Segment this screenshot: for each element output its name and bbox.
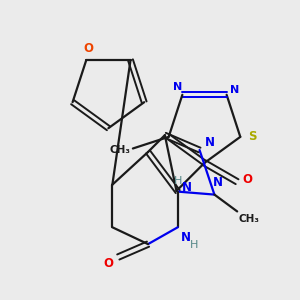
Text: H: H xyxy=(174,176,183,186)
Text: O: O xyxy=(83,42,93,55)
Text: N: N xyxy=(182,182,191,194)
Text: O: O xyxy=(103,257,113,270)
Text: N: N xyxy=(230,85,239,95)
Text: N: N xyxy=(204,136,214,148)
Text: O: O xyxy=(242,173,252,186)
Text: H: H xyxy=(189,240,198,250)
Text: CH₃: CH₃ xyxy=(238,214,260,224)
Text: CH₃: CH₃ xyxy=(109,145,130,155)
Text: S: S xyxy=(248,130,256,143)
Text: N: N xyxy=(181,231,191,244)
Text: N: N xyxy=(213,176,224,189)
Text: N: N xyxy=(173,82,182,92)
